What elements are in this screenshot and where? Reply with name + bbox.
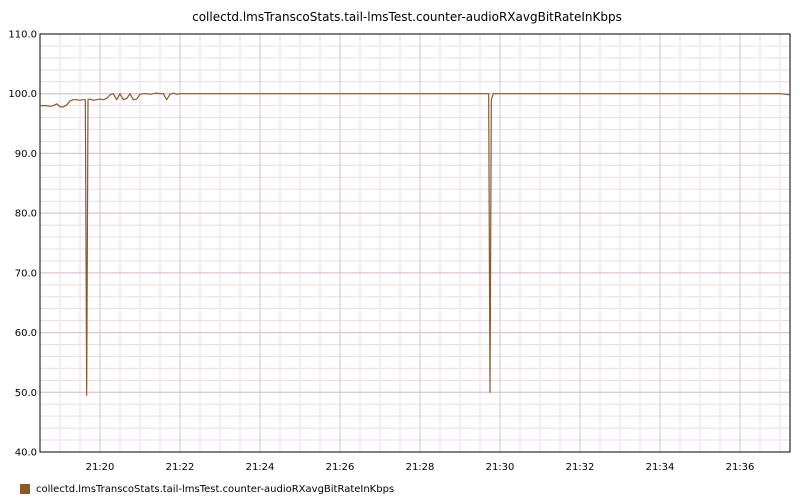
y-tick-label: 50.0 [15, 388, 37, 399]
x-tick-label: 21:30 [486, 462, 515, 473]
series-line [40, 92, 791, 396]
x-tick-label: 21:32 [566, 462, 595, 473]
chart-title: collectd.lmsTranscoStats.tail-lmsTest.co… [192, 10, 622, 24]
plot-border [39, 33, 791, 453]
y-tick-label: 80.0 [15, 209, 37, 220]
x-tick-label: 21:34 [646, 462, 675, 473]
x-tick-label: 21:24 [246, 462, 275, 473]
series-group [40, 92, 791, 396]
y-tick-label: 100.0 [8, 89, 37, 100]
y-tick-label: 70.0 [15, 268, 37, 279]
x-tick-label: 21:22 [166, 462, 195, 473]
x-tick-label: 21:20 [86, 462, 115, 473]
y-tick-label: 40.0 [15, 448, 37, 459]
y-tick-label: 60.0 [15, 328, 37, 339]
grid-lines [39, 33, 790, 453]
y-axis: 40.0 50.0 60.0 70.0 80.0 90.0 100.0 110.0 [8, 30, 37, 459]
legend-label: collectd.lmsTranscoStats.tail-lmsTest.co… [36, 483, 395, 495]
x-tick-label: 21:36 [726, 462, 755, 473]
y-tick-label: 90.0 [15, 149, 37, 160]
y-tick-label: 110.0 [8, 30, 37, 41]
legend-swatch [20, 484, 30, 494]
legend: collectd.lmsTranscoStats.tail-lmsTest.co… [20, 482, 394, 496]
x-tick-label: 21:28 [406, 462, 435, 473]
x-axis: 21:20 21:22 21:24 21:26 21:28 21:30 21:32 21:34… [86, 462, 755, 473]
x-tick-label: 21:26 [326, 462, 355, 473]
